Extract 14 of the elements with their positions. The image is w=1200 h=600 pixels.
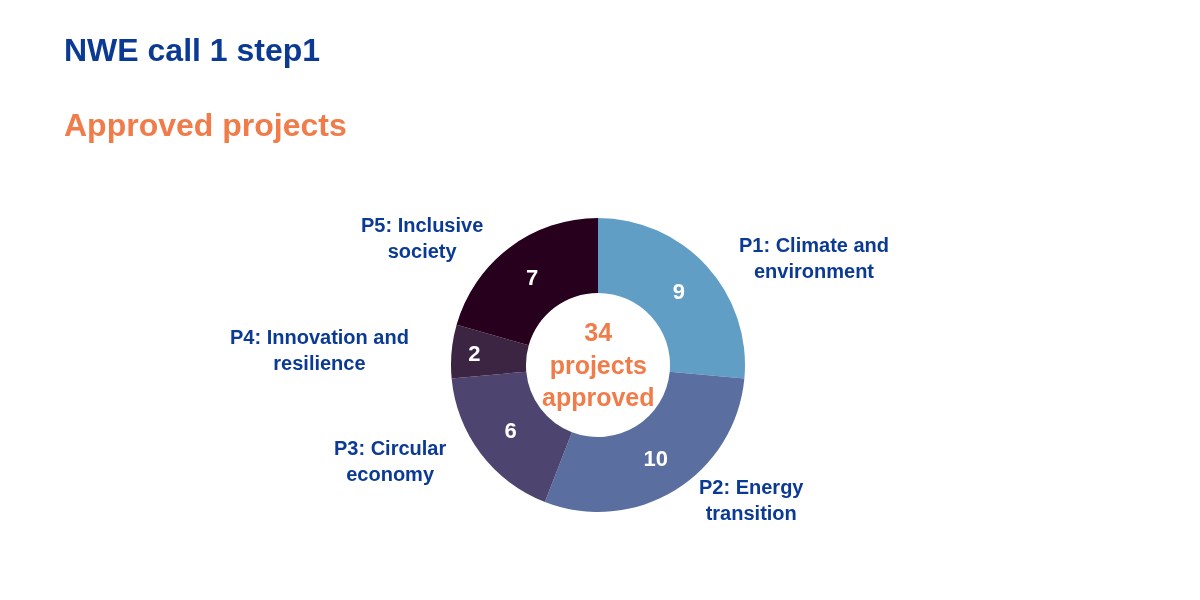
- slice-label: P2: Energy transition: [699, 476, 805, 524]
- slice-label: P3: Circular economy: [334, 437, 447, 485]
- data-label: 10: [643, 445, 668, 471]
- slice-label: P1: Climate and environment: [739, 234, 890, 282]
- data-label: 7: [525, 265, 539, 291]
- donut-slice: [451, 324, 529, 379]
- data-label: 6: [504, 418, 517, 444]
- chart-subtitle: Approved projects: [64, 107, 347, 143]
- slice-label: P5: Inclusive society: [361, 214, 484, 262]
- text: 34 projects approved: [542, 318, 655, 411]
- data-label: 2: [468, 341, 481, 367]
- data-label: 9: [672, 278, 686, 304]
- chart-title: NWE call 1 step1: [64, 32, 321, 68]
- slice-label: P4: Innovation and resilience: [230, 326, 409, 374]
